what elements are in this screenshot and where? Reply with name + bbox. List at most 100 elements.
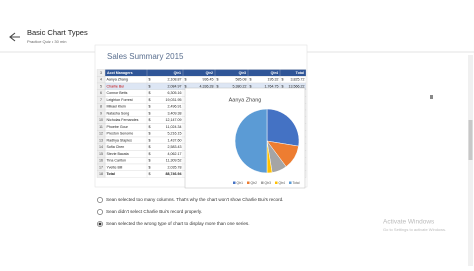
row-number: 3: [100, 71, 102, 75]
row-number: 13: [99, 138, 103, 142]
cell-currency: $: [149, 105, 151, 109]
cell-currency: $: [149, 172, 151, 176]
legend-swatch: [247, 181, 250, 184]
cell-value: 2,084.97: [168, 84, 182, 88]
cell-value: 2,583.43: [168, 145, 182, 149]
cell-currency: $: [149, 78, 151, 82]
cell-value: 1,437.60: [168, 138, 182, 142]
row-number: 14: [99, 145, 103, 149]
cell-name: Preston Senome: [107, 132, 134, 136]
sheet-title: Sales Summary 2015: [107, 52, 184, 61]
cell-name: Tina Carlton: [107, 159, 126, 163]
cell-value: 13,566.22: [289, 84, 305, 88]
cell-currency: $: [217, 84, 219, 88]
cell-currency: $: [149, 84, 151, 88]
cell-currency: $: [149, 118, 151, 122]
option-text[interactable]: Sean didn't select Charlie Bui's record …: [106, 209, 202, 214]
cell-currency: $: [149, 111, 151, 115]
cell-value: 5,216.15: [168, 132, 182, 136]
cell-value: 88,746.94: [166, 172, 182, 176]
cell-value: 19,031.95: [166, 98, 182, 102]
cell-value: 5,380.22: [233, 84, 247, 88]
cell-value: 3,825.72: [291, 78, 305, 82]
row-header: [96, 170, 106, 178]
cell-name: Radhya Staples: [107, 138, 133, 142]
cell-name: Mikael Klein: [107, 105, 126, 109]
cell-name: Connor Betts: [107, 91, 128, 95]
cell-value: 3,409.38: [168, 111, 182, 115]
cell-currency: $: [149, 152, 151, 156]
cell-currency: $: [149, 98, 151, 102]
row-number: 5: [100, 84, 102, 88]
row-number: 9: [100, 111, 102, 115]
header-bar: [0, 0, 474, 52]
cell-value: 4,062.17: [168, 152, 182, 156]
pie-slice: [234, 108, 268, 174]
column-header: Qtr4: [271, 71, 278, 75]
cell-currency: $: [149, 145, 151, 149]
column-header: Total: [296, 71, 304, 75]
cell-value: 12,147.09: [166, 118, 182, 122]
cell-value: 585.08: [236, 78, 247, 82]
radio-dot: [98, 222, 102, 226]
legend-swatch: [261, 181, 264, 184]
option-text[interactable]: Sean selected too many columns. That's w…: [106, 197, 283, 202]
cell-currency: $: [185, 84, 187, 88]
row-number: 10: [99, 118, 103, 122]
cell-value: 4,336.28: [200, 84, 214, 88]
cell-name: Sofia Chen: [107, 145, 125, 149]
cell-currency: $: [149, 159, 151, 163]
row-number: 17: [99, 165, 103, 169]
watermark-title: Activate Windows: [383, 219, 435, 226]
chart-title: Aanya Zhang: [229, 97, 262, 103]
cell-currency: $: [149, 125, 151, 129]
column-header: Acct Managers: [107, 71, 133, 75]
cursor: [430, 95, 433, 99]
radio-button[interactable]: [97, 209, 103, 215]
cell-name: Natasha Song: [107, 111, 130, 115]
scrollbar[interactable]: [468, 55, 473, 266]
cell-currency: $: [217, 78, 219, 82]
cell-value: 2,496.91: [168, 105, 182, 109]
option-text[interactable]: Sean selected the wrong type of chart to…: [106, 221, 250, 226]
column-header: Qtr1: [174, 71, 181, 75]
cell-name: Yvette Bill: [107, 165, 123, 169]
legend-swatch: [233, 181, 236, 184]
row-number: 11: [99, 125, 103, 129]
legend-label: Total: [293, 181, 300, 185]
cell-currency: $: [149, 91, 151, 95]
cell-value: 2,035.78: [168, 165, 182, 169]
cell-currency: $: [250, 84, 252, 88]
scroll-thumb[interactable]: [468, 120, 473, 160]
cell-name: Stevie Bacata: [107, 152, 129, 156]
cell-name: Total: [107, 172, 115, 176]
legend-label: Qtr1: [237, 181, 244, 185]
cell-name: Leighton Forrest: [107, 98, 133, 102]
cell-value: 1,764.75: [265, 84, 279, 88]
cell-currency: $: [282, 84, 284, 88]
pie-slice: [266, 108, 300, 147]
cell-value: 936.45: [203, 78, 214, 82]
cell-currency: $: [149, 132, 151, 136]
row-number: 4: [100, 78, 102, 82]
radio-button[interactable]: [97, 197, 103, 203]
cell-value: 11,024.34: [166, 125, 182, 129]
title: Basic Chart Types: [27, 28, 88, 37]
cell-currency: $: [250, 78, 252, 82]
row-number: 8: [100, 105, 102, 109]
cell-name: Phoebe Gour: [107, 125, 129, 129]
cell-name: Charlie Bui: [107, 84, 125, 88]
back-arrow[interactable]: [9, 32, 20, 42]
row-number: 18: [99, 172, 103, 176]
column-header: Qtr2: [206, 71, 213, 75]
row-number: 7: [100, 98, 102, 102]
cell-name: Aanya Zhang: [107, 78, 128, 82]
cell-currency: $: [149, 165, 151, 169]
legend-swatch: [275, 181, 278, 184]
cell-value: 11,309.52: [166, 159, 182, 163]
legend-label: Qtr4: [279, 181, 286, 185]
cell-name: Nicholas Fernandes: [107, 118, 139, 122]
cell-currency: $: [185, 78, 187, 82]
